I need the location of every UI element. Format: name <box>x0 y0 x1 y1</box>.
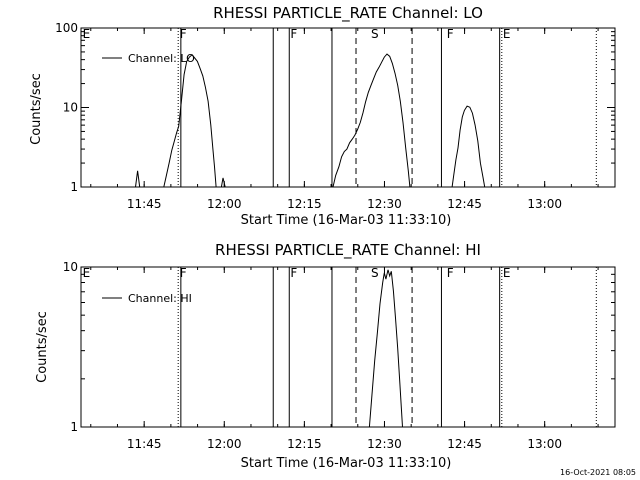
y-axis-label-hi: Counts/sec <box>35 311 50 383</box>
chart-title-hi: RHESSI PARTICLE_RATE Channel: HI <box>215 241 481 260</box>
flag-label-lo: F <box>290 27 297 41</box>
flag-label-hi: F <box>290 266 297 280</box>
plot-frame-hi <box>80 266 616 428</box>
flag-label-lo: E <box>503 27 511 41</box>
x-tick-label-lo: 11:45 <box>127 197 162 211</box>
x-tick-label-hi: 12:30 <box>367 437 402 451</box>
panel-hi: RHESSI PARTICLE_RATE Channel: HI Counts/… <box>35 241 616 471</box>
x-axis-label-hi: Start Time (16-Mar-03 11:33:10) <box>241 456 452 471</box>
data-line-lo <box>163 54 217 188</box>
legend-label-lo: Channel: LO <box>128 52 195 65</box>
flag-label-lo: E <box>83 27 91 41</box>
x-tick-label-lo: 12:45 <box>447 197 482 211</box>
y-tick-label-hi: 10 <box>63 260 78 274</box>
flag-label-lo: F <box>180 27 187 41</box>
y-tick-label-lo: 1 <box>70 180 78 194</box>
y-tick-label-lo: 10 <box>63 101 78 115</box>
x-tick-label-lo: 13:00 <box>527 197 562 211</box>
data-line-lo <box>220 177 226 188</box>
data-line-lo <box>451 105 486 188</box>
generation-timestamp: 16-Oct-2021 08:05 <box>560 468 636 477</box>
x-tick-label-lo: 12:00 <box>207 197 242 211</box>
data-line-lo <box>135 170 141 188</box>
data-line-lo <box>332 53 411 188</box>
flag-label-hi: E <box>503 266 511 280</box>
legend-label-hi: Channel: HI <box>128 292 192 305</box>
x-tick-label-lo: 12:15 <box>287 197 322 211</box>
data-line-hi <box>368 269 403 428</box>
x-tick-label-hi: 13:00 <box>527 437 562 451</box>
x-axis-label-lo: Start Time (16-Mar-03 11:33:10) <box>241 213 452 228</box>
panel-lo: RHESSI PARTICLE_RATE Channel: LO Counts/… <box>29 4 616 228</box>
flag-label-hi: F <box>180 266 187 280</box>
chart-title-lo: RHESSI PARTICLE_RATE Channel: LO <box>213 4 483 23</box>
flag-label-lo: F <box>447 27 454 41</box>
flag-label-lo: S <box>371 27 379 41</box>
flag-label-hi: S <box>371 266 379 280</box>
x-tick-label-hi: 12:45 <box>447 437 482 451</box>
x-tick-label-hi: 12:00 <box>207 437 242 451</box>
x-tick-label-hi: 11:45 <box>127 437 162 451</box>
y-tick-label-hi: 1 <box>70 420 78 434</box>
x-tick-label-lo: 12:30 <box>367 197 402 211</box>
y-axis-label-lo: Counts/sec <box>29 73 44 145</box>
x-tick-label-hi: 12:15 <box>287 437 322 451</box>
y-tick-label-lo: 100 <box>55 21 78 35</box>
flag-label-hi: F <box>447 266 454 280</box>
flag-label-hi: E <box>83 266 91 280</box>
